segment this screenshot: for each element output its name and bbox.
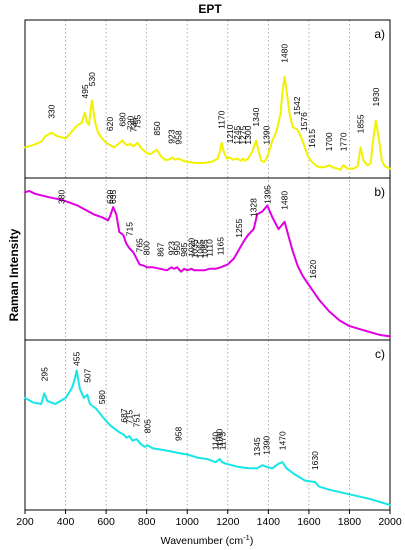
spectrum-line-a bbox=[24, 75, 391, 171]
x-tick-label-200: 200 bbox=[16, 516, 34, 528]
x-tick-label-600: 600 bbox=[97, 516, 115, 528]
x-tick-label-1600: 1600 bbox=[297, 516, 321, 528]
peak-label-a-19: 1542 bbox=[292, 96, 302, 115]
y-axis-label: Raman Intensity bbox=[7, 228, 21, 321]
x-axis-label: Wavenumber (cm-1) bbox=[161, 533, 254, 547]
peak-label-c-9: 1173 bbox=[217, 432, 227, 451]
peak-label-b-6: 867 bbox=[155, 242, 165, 256]
peak-label-a-0: 330 bbox=[46, 104, 56, 118]
peak-label-a-12: 1210 bbox=[225, 124, 235, 143]
peak-label-a-14: 1275 bbox=[238, 125, 248, 144]
x-axis: 200 400 600 800 1000 1200 1400 1600 1800 2000 bbox=[16, 510, 402, 528]
x-tick-label-1200: 1200 bbox=[216, 516, 240, 528]
peak-label-b-4: 765 bbox=[135, 238, 145, 252]
series-label-c: c) bbox=[375, 347, 385, 361]
peak-label-b-3: 715 bbox=[124, 222, 134, 236]
peak-label-b-2: 635 bbox=[108, 190, 118, 204]
spectrum-line-b bbox=[24, 189, 391, 338]
peak-label-b-0: 380 bbox=[57, 190, 67, 204]
peak-label-a-20: 1576 bbox=[299, 112, 309, 131]
peak-label-b-5: 800 bbox=[142, 241, 152, 255]
peak-label-a-23: 1770 bbox=[338, 132, 348, 151]
peak-label-c-4: 687 bbox=[119, 408, 129, 422]
x-tick-label-800: 800 bbox=[138, 516, 156, 528]
x-tick-label-2000: 2000 bbox=[378, 516, 402, 528]
peak-label-b-7: 923 bbox=[167, 241, 177, 255]
peak-label-c-5: 715 bbox=[124, 410, 134, 424]
peak-label-a-15: 1300 bbox=[243, 125, 253, 144]
x-axis-label-superscript: -1 bbox=[243, 533, 250, 542]
peak-label-a-3: 620 bbox=[105, 117, 115, 131]
peak-label-b-19: 1480 bbox=[280, 191, 290, 210]
peak-label-b-12: 1065 bbox=[195, 239, 205, 258]
grid-layer bbox=[65, 20, 350, 510]
peak-label-b-8: 950 bbox=[172, 241, 182, 255]
peak-label-a-1: 495 bbox=[80, 84, 90, 98]
peak-label-c-14: 1470 bbox=[278, 431, 288, 450]
peak-label-c-11: 1160 bbox=[215, 429, 225, 448]
peak-label-a-9: 923 bbox=[167, 129, 177, 143]
peak-label-a-16: 1340 bbox=[251, 107, 261, 126]
series-label-b: b) bbox=[374, 185, 385, 199]
x-axis-label-close: ) bbox=[250, 535, 254, 547]
spectrum-line-c bbox=[24, 369, 391, 506]
peak-label-c-3: 580 bbox=[97, 390, 107, 404]
peak-label-a-22: 1700 bbox=[324, 132, 334, 151]
peak-label-a-25: 1930 bbox=[371, 87, 381, 106]
peak-label-b-10: 1020 bbox=[186, 238, 196, 257]
peak-label-c-13: 1390 bbox=[261, 436, 271, 455]
peak-label-c-10: 1140 bbox=[211, 432, 221, 451]
peak-label-c-1: 455 bbox=[72, 352, 82, 366]
peak-label-a-24: 1855 bbox=[356, 114, 366, 133]
peak-label-a-2: 530 bbox=[87, 72, 97, 86]
peak-label-a-4: 680 bbox=[117, 112, 127, 126]
peak-label-b-9: 985 bbox=[179, 242, 189, 256]
peak-label-c-0: 295 bbox=[39, 367, 49, 381]
peak-label-c-2: 507 bbox=[82, 368, 92, 382]
peak-label-a-7: 755 bbox=[133, 114, 143, 128]
x-axis-label-main: Wavenumber (cm bbox=[161, 535, 244, 547]
x-tick-label-1400: 1400 bbox=[257, 516, 281, 528]
peak-label-b-17: 1328 bbox=[249, 198, 259, 217]
peak-label-a-18: 1480 bbox=[280, 44, 290, 63]
peak-label-a-13: 1245 bbox=[232, 125, 242, 144]
peak-label-b-14: 1110 bbox=[205, 239, 215, 257]
peak-label-b-11: 1035 bbox=[189, 239, 199, 258]
peak-label-b-20: 1620 bbox=[308, 260, 318, 279]
peak-label-b-16: 1255 bbox=[234, 219, 244, 238]
peak-label-a-5: 720 bbox=[125, 116, 135, 130]
peak-label-a-6: 735 bbox=[129, 118, 139, 132]
peak-label-a-10: 958 bbox=[174, 130, 184, 144]
peak-label-c-12: 1345 bbox=[252, 437, 262, 456]
x-tick-label-1800: 1800 bbox=[338, 516, 362, 528]
series-label-a: a) bbox=[374, 27, 385, 41]
peak-label-c-6: 751 bbox=[132, 413, 142, 427]
chart-title: EPT bbox=[198, 2, 222, 16]
peak-label-c-15: 1630 bbox=[310, 451, 320, 470]
peak-label-b-18: 1395 bbox=[262, 185, 272, 204]
peak-label-b-15: 1165 bbox=[216, 237, 226, 256]
peak-label-c-8: 958 bbox=[174, 427, 184, 441]
peak-label-a-8: 850 bbox=[152, 121, 162, 135]
peak-label-a-21: 1615 bbox=[307, 129, 317, 148]
peak-label-b-13: 1085 bbox=[200, 239, 210, 258]
peak-label-a-11: 1170 bbox=[217, 110, 227, 129]
x-tick-label-400: 400 bbox=[57, 516, 75, 528]
peak-label-c-7: 805 bbox=[143, 419, 153, 433]
peak-label-b-1: 620 bbox=[105, 190, 115, 204]
x-tick-label-1000: 1000 bbox=[176, 516, 200, 528]
panel-frame-c bbox=[24, 339, 391, 511]
peak-label-a-17: 1390 bbox=[261, 125, 271, 144]
